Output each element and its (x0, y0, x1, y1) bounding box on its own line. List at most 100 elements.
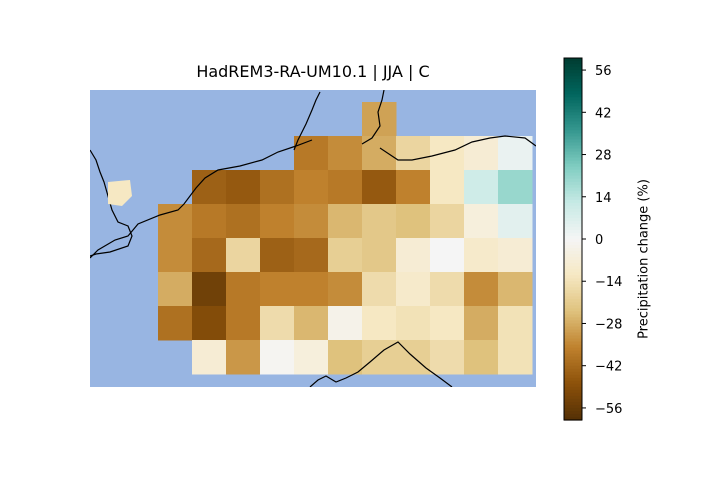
grid-cell (396, 170, 431, 205)
colorbar-segment (564, 248, 582, 252)
colorbar-segment (564, 139, 582, 144)
colorbar-segment (564, 323, 582, 328)
grid-cell (226, 204, 261, 239)
grid-cell (260, 204, 295, 239)
colorbar-segment (564, 386, 582, 391)
grid-cell (294, 136, 329, 171)
colorbar-segment (564, 235, 582, 240)
colorbar-segment (564, 257, 582, 261)
grid-cell (260, 272, 295, 307)
grid-cell (192, 204, 227, 239)
colorbar-segment (564, 287, 582, 291)
grid-cell (328, 306, 363, 341)
grid-cell (226, 170, 261, 205)
grid-cell (498, 340, 533, 375)
colorbar-tick-label: −14 (595, 275, 622, 290)
grid-cell (328, 204, 363, 239)
colorbar-segment (564, 82, 582, 86)
colorbar-label: Precipitation change (%) (636, 179, 652, 339)
colorbar-segment (564, 76, 582, 80)
colorbar-segment (564, 73, 582, 77)
grid-cell (294, 306, 329, 341)
colorbar-segment (564, 326, 582, 331)
colorbar-segment (564, 308, 582, 312)
colorbar-segment (564, 184, 582, 189)
colorbar-tick-label: 14 (595, 191, 612, 206)
grid-cell (328, 238, 363, 273)
grid-cell (362, 306, 397, 341)
colorbar-segment (564, 260, 582, 264)
colorbar-segment (564, 317, 582, 322)
colorbar-tick-label: −28 (595, 317, 622, 332)
colorbar-segment (564, 79, 582, 83)
coastline-adriatic (309, 341, 453, 387)
colorbar-segment (564, 163, 582, 168)
colorbar-segment (564, 281, 582, 285)
colorbar-segment (564, 362, 582, 367)
map-title: HadREM3-RA-UM10.1 | JJA | C (196, 62, 430, 81)
grid-cell (158, 238, 193, 273)
grid-cell (498, 306, 533, 341)
colorbar-segment (564, 398, 582, 403)
colorbar-segment (564, 305, 582, 309)
colorbar-segment (564, 145, 582, 150)
grid-cell (226, 340, 261, 375)
colorbar-segment (564, 245, 582, 249)
colorbar-segment (564, 151, 582, 156)
colorbar-segment (564, 124, 582, 128)
colorbar-segment (564, 338, 582, 343)
colorbar-segment (564, 296, 582, 300)
colorbar-segment (564, 115, 582, 119)
colorbar-tick-label: −56 (595, 402, 622, 417)
grid-cell (464, 272, 499, 307)
grid-cell (362, 204, 397, 239)
grid-cell (192, 272, 227, 307)
grid-cell (498, 272, 533, 307)
colorbar-segment (564, 217, 582, 222)
colorbar-segment (564, 148, 582, 153)
coastline-sweden (361, 90, 385, 145)
coastline-baltic (379, 135, 536, 161)
grid-cell (294, 204, 329, 239)
colorbar-segment (564, 266, 582, 270)
colorbar: 56 42 28 14 0 −14 −28 −42 −56 (563, 57, 622, 421)
grid-cell (498, 238, 533, 273)
colorbar-segment (564, 232, 582, 237)
grid-cells (158, 102, 533, 375)
grid-cell (294, 340, 329, 375)
colorbar-segment (564, 166, 582, 171)
grid-cell (396, 238, 431, 273)
colorbar-segment (564, 58, 582, 62)
colorbar-segment (564, 416, 582, 421)
colorbar-segment (564, 130, 582, 135)
colorbar-segment (564, 272, 582, 276)
colorbar-segment (564, 332, 582, 337)
grid-cell (192, 340, 227, 375)
colorbar-segment (564, 127, 582, 131)
colorbar-segment (564, 356, 582, 361)
colorbar-segment (564, 154, 582, 159)
colorbar-segment (564, 175, 582, 180)
grid-cell (158, 272, 193, 307)
colorbar-tick-label: 0 (595, 233, 603, 248)
colorbar-segment (564, 329, 582, 334)
colorbar-segment (564, 193, 582, 198)
grid-cell (260, 340, 295, 375)
grid-cell (464, 136, 499, 171)
grid-cell (430, 136, 465, 171)
colorbar-segment (564, 109, 582, 113)
grid-cell (226, 272, 261, 307)
grid-cell (430, 272, 465, 307)
colorbar-segment (564, 392, 582, 397)
colorbar-tick-label: 28 (595, 149, 612, 164)
grid-cell (396, 136, 431, 171)
colorbar-segment (564, 220, 582, 225)
colorbar-segment (564, 383, 582, 388)
colorbar-segment (564, 284, 582, 288)
colorbar-segment (564, 169, 582, 174)
colorbar-segment (564, 142, 582, 147)
colorbar-segment (564, 172, 582, 177)
grid-cell (430, 238, 465, 273)
colorbar-segment (564, 64, 582, 68)
grid-cell (464, 238, 499, 273)
